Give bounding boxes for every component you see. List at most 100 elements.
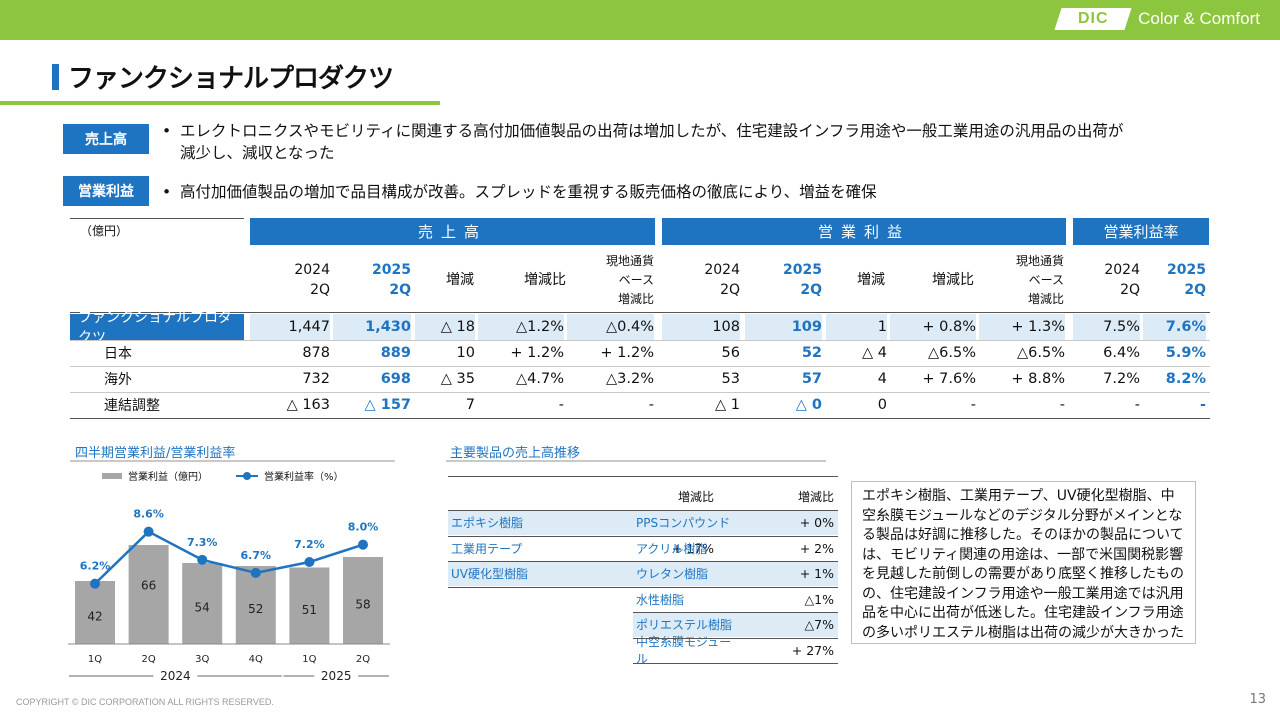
legend-line-label: 営業利益率（%） <box>264 472 344 483</box>
margin-label: 8.6% <box>133 508 164 521</box>
table-cell: - <box>648 397 654 413</box>
products-row-rule <box>633 612 838 613</box>
profit-bar <box>235 566 276 644</box>
products-rule <box>446 460 826 462</box>
category-label: 2Q <box>356 654 370 665</box>
table-cell: △1.2% <box>478 314 564 340</box>
product-name: ウレタン樹脂 <box>633 561 743 586</box>
table-cell: △4.7% <box>516 371 564 387</box>
hdr-chgpct-op: 増減比 <box>932 272 974 288</box>
products-header: 増減比 <box>678 490 715 504</box>
table-cell: 6.4% <box>1103 345 1140 361</box>
margin-point <box>197 554 208 565</box>
margin-point <box>250 567 261 578</box>
product-name: エポキシ樹脂 <box>448 510 548 535</box>
hdr-2024-sales: 2024 2Q <box>294 262 330 298</box>
group-op-margin: 営業利益率 <box>1073 218 1209 245</box>
category-label: 2Q <box>141 654 155 665</box>
table-cell: 4 <box>877 371 887 387</box>
table-cell: △ 0 <box>795 397 822 413</box>
legend-line-swatch <box>236 471 258 480</box>
row-label: 海外 <box>104 372 132 388</box>
table-cell: + 7.6% <box>922 371 976 387</box>
table-cell: △ 163 <box>286 397 330 413</box>
dic-logo-mark: DIC <box>1054 8 1132 30</box>
page-title: ファンクショナルプロダクツ <box>68 64 394 94</box>
product-change: △1% <box>804 591 834 607</box>
table-cell: 698 <box>380 371 411 387</box>
table-cell: △ 18 <box>415 314 475 340</box>
sales-tag: 売上高 <box>63 124 149 154</box>
products-row-rule <box>448 535 718 537</box>
table-cell: 108 <box>662 314 740 340</box>
row-label: 連結調整 <box>104 398 160 414</box>
table-cell: 10 <box>456 345 475 361</box>
table-cell: + 0.8% <box>890 314 976 340</box>
product-change: + 0% <box>743 510 838 535</box>
table-cell: 56 <box>721 345 740 361</box>
products-row-rule <box>633 637 838 639</box>
table-cell: 5.9% <box>1165 345 1206 361</box>
table-cell: 57 <box>801 371 822 387</box>
table-cell: △ 157 <box>364 397 411 413</box>
table-cell: 732 <box>302 371 330 387</box>
table-cell: △ 1 <box>715 397 740 413</box>
product-name: 中空糸膜モジュール <box>636 635 732 666</box>
margin-label: 7.3% <box>187 536 218 549</box>
product-change: + 1% <box>743 561 838 586</box>
profit-bullet-line1: 高付加価値製品の増加で品目構成が改善。スプレッドを重視する販売価格の徹底により、… <box>180 183 877 201</box>
products-row-rule <box>633 535 838 537</box>
bar-value-label: 58 <box>355 598 370 612</box>
category-label: 3Q <box>195 654 209 665</box>
products-bottom-rule <box>633 663 838 664</box>
dic-logo: DIC Color & Comfort <box>1054 8 1260 30</box>
product-name: 工業用テープ <box>451 541 523 556</box>
table-cell: 7.6% <box>1143 314 1206 340</box>
legend-bar-label: 営業利益（億円） <box>128 472 208 483</box>
margin-point <box>90 578 100 589</box>
hdr-local-sales: 現地通貨 ベース 増減比 <box>605 253 654 306</box>
margin-label: 6.2% <box>80 560 111 573</box>
products-row-rule <box>448 561 718 562</box>
bar-value-label: 51 <box>302 603 317 617</box>
chart-legend: 営業利益（億円） 営業利益率（%） <box>102 468 344 483</box>
table-cell: - <box>1059 397 1065 413</box>
table-cell: △6.5% <box>1017 345 1065 361</box>
bar-value-label: 52 <box>248 602 263 616</box>
table-cell: 7.2% <box>1103 371 1140 387</box>
products-row-rule <box>448 510 718 511</box>
table-cell: 1 <box>826 314 887 340</box>
table-cell: △ 35 <box>440 371 475 387</box>
table-cell: △ 4 <box>862 345 887 361</box>
table-cell: 1,430 <box>333 314 411 340</box>
table-cell: 8.2% <box>1165 371 1206 387</box>
row-separator <box>70 340 1210 341</box>
table-cell: △0.4% <box>567 314 654 340</box>
row-separator <box>70 392 1210 393</box>
margin-point <box>358 539 368 550</box>
category-label: 4Q <box>249 654 263 665</box>
product-change: △7% <box>743 612 838 637</box>
product-name: PPSコンパウンド <box>633 510 743 535</box>
commentary-box: エポキシ樹脂、工業用テープ、UV硬化型樹脂、中空糸膜モジュールなどのデジタル分野… <box>851 481 1196 644</box>
sales-bullet-line1: エレクトロニクスやモビリティに関連する高付加価値製品の出荷は増加したが、住宅建設… <box>180 122 1124 140</box>
hdr-2025-sales: 2025 2Q <box>372 262 411 298</box>
table-cell: 7 <box>465 397 475 413</box>
group-op-profit: 営業利益 <box>662 218 1066 245</box>
product-name: アクリル樹脂 <box>636 541 708 556</box>
row-label: 日本 <box>104 346 132 362</box>
row-separator <box>70 366 1210 367</box>
table-cell: 889 <box>380 345 411 361</box>
table-cell: 52 <box>801 345 822 361</box>
products-title: 主要製品の売上高推移 <box>450 446 581 461</box>
products-header: 増減比 <box>798 490 835 504</box>
quarterly-profit-chart: 42 1Q 66 2Q 54 3Q 52 4Q 51 1Q 58 2Q 6.2% 8.6% 7.3% 6.7%… <box>68 508 390 683</box>
product-change: + 2% <box>799 540 834 556</box>
bullet-dot: • <box>162 183 172 201</box>
legend-bar-swatch <box>102 472 122 479</box>
hdr-2024-op: 2024 2Q <box>704 262 740 298</box>
hdr-local-op: 現地通貨 ベース 増減比 <box>1015 253 1064 306</box>
margin-point <box>304 557 315 567</box>
chart-section-title: 四半期営業利益/営業利益率 <box>75 446 236 461</box>
margin-label: 6.7% <box>241 549 272 562</box>
